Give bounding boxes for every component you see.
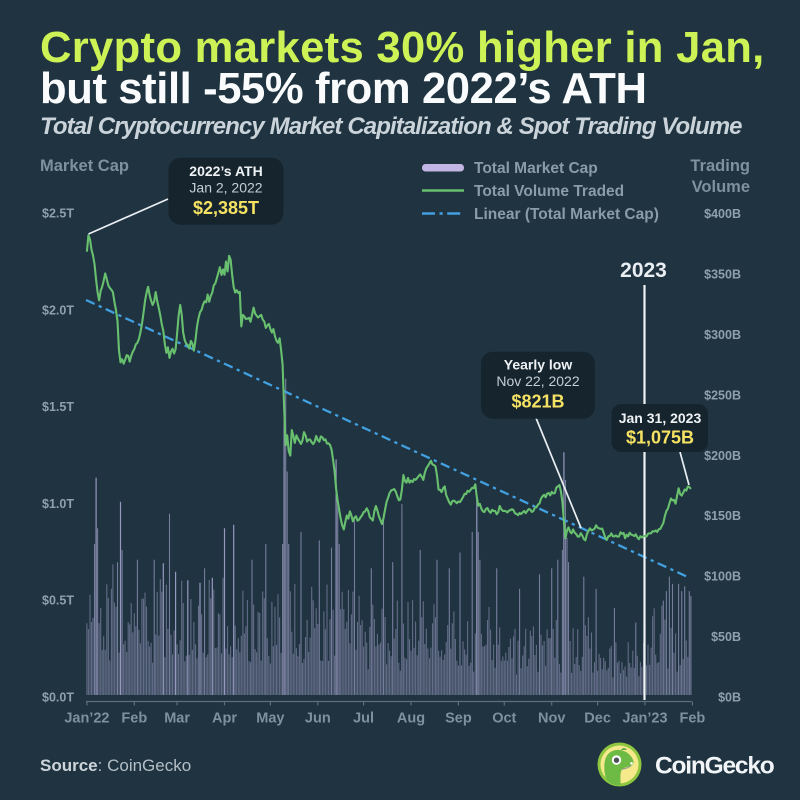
svg-text:Aug: Aug [397, 711, 425, 727]
svg-text:$0.0T: $0.0T [42, 691, 74, 705]
svg-text:$350B: $350B [704, 267, 741, 281]
svg-text:Yearly low: Yearly low [504, 357, 573, 373]
svg-text:$2,385T: $2,385T [193, 198, 259, 218]
svg-text:2023: 2023 [620, 259, 667, 282]
svg-text:Linear (Total Market Cap): Linear (Total Market Cap) [474, 206, 659, 223]
svg-text:Trading: Trading [690, 157, 750, 175]
svg-text:Sep: Sep [445, 711, 472, 727]
svg-text:Nov 22, 2022: Nov 22, 2022 [496, 373, 579, 389]
svg-text:$1.5T: $1.5T [42, 400, 74, 414]
svg-text:Total Volume Traded: Total Volume Traded [474, 183, 624, 200]
svg-text:Jan 31, 2023: Jan 31, 2023 [619, 410, 702, 426]
svg-text:$400B: $400B [704, 207, 741, 221]
svg-text:$100B: $100B [704, 570, 741, 584]
svg-text:$250B: $250B [704, 388, 741, 402]
svg-text:Nov: Nov [538, 711, 565, 727]
svg-text:Jun: Jun [305, 711, 331, 727]
svg-text:$2.5T: $2.5T [42, 207, 74, 221]
svg-text:Oct: Oct [492, 711, 516, 727]
svg-text:$1.0T: $1.0T [42, 497, 74, 511]
svg-text:Jan’22: Jan’22 [64, 711, 109, 727]
svg-text:Market Cap: Market Cap [40, 157, 129, 175]
svg-text:CoinGecko: CoinGecko [655, 752, 775, 779]
svg-text:$821B: $821B [511, 392, 564, 412]
svg-text:Jul: Jul [353, 711, 374, 727]
svg-text:2022’s ATH: 2022’s ATH [189, 163, 262, 179]
svg-text:$2.0T: $2.0T [42, 303, 74, 317]
svg-text:Feb: Feb [680, 711, 706, 727]
svg-text:$150B: $150B [704, 509, 741, 523]
svg-text:Dec: Dec [584, 711, 611, 727]
svg-text:Mar: Mar [164, 711, 190, 727]
svg-text:Jan’23: Jan’23 [622, 711, 667, 727]
svg-text:$0.5T: $0.5T [42, 594, 74, 608]
svg-text:Jan 2, 2022: Jan 2, 2022 [189, 179, 262, 195]
svg-text:$50B: $50B [711, 630, 741, 644]
svg-text:$200B: $200B [704, 449, 741, 463]
svg-text:$0B: $0B [718, 691, 741, 705]
svg-text:May: May [256, 711, 284, 727]
svg-text:$1,075B: $1,075B [626, 428, 694, 448]
svg-text:$300B: $300B [704, 328, 741, 342]
svg-text:Volume: Volume [692, 178, 750, 196]
svg-text:Feb: Feb [121, 711, 147, 727]
svg-text:Apr: Apr [212, 711, 237, 727]
svg-text:Total Market Cap: Total Market Cap [474, 160, 598, 177]
